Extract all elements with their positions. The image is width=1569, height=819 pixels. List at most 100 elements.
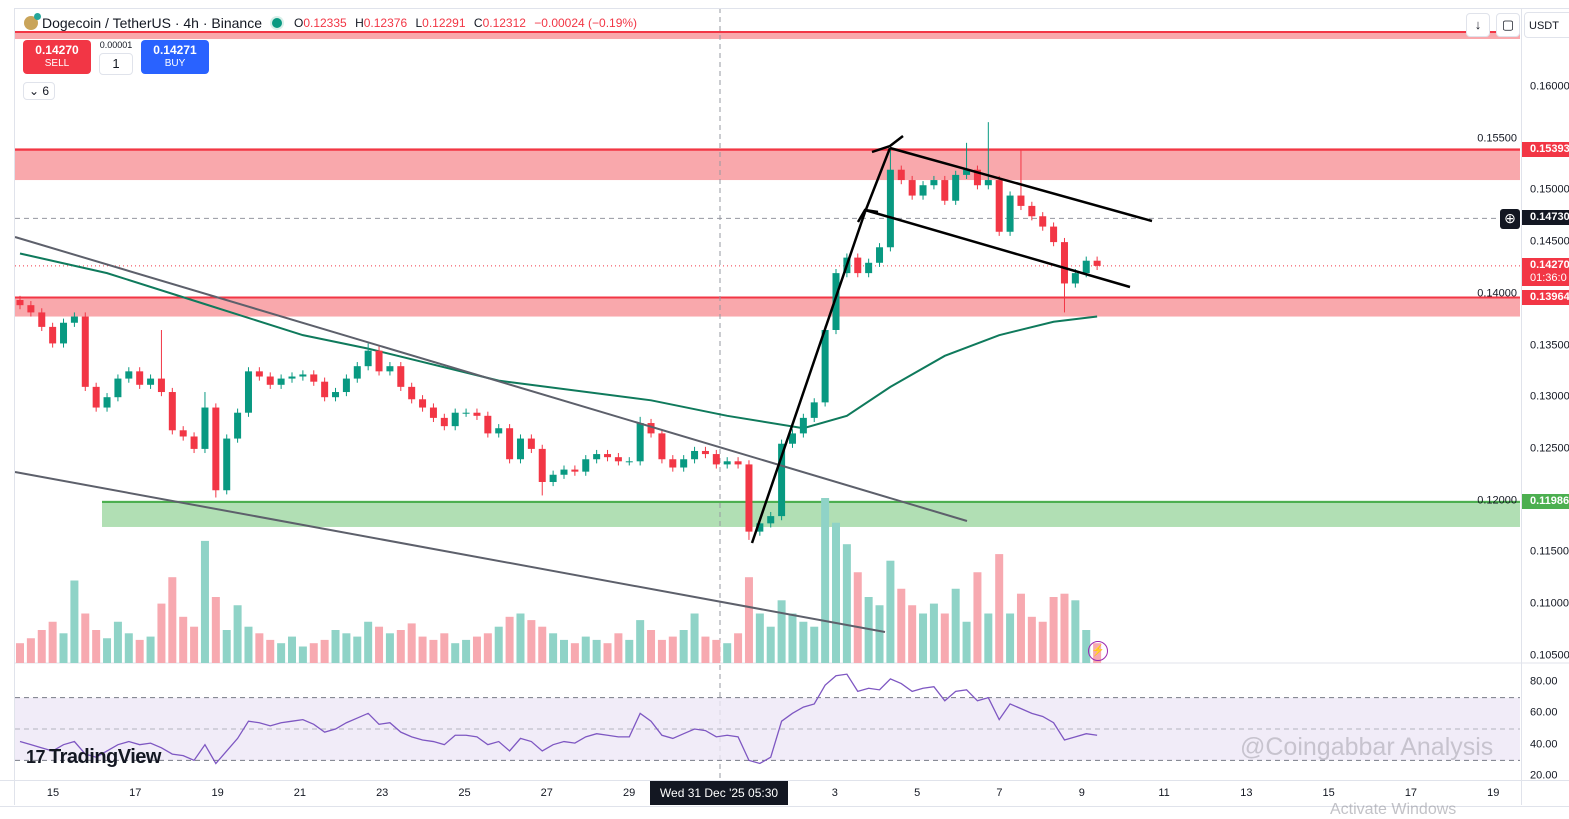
candle-body	[723, 461, 731, 465]
symbol-title[interactable]: Dogecoin / TetherUS · 4h · Binance	[42, 15, 262, 31]
candle-body	[244, 371, 252, 413]
lightning-icon[interactable]: ⚡	[1088, 641, 1108, 661]
volume-bar	[690, 613, 699, 663]
top-zone	[15, 31, 1520, 39]
flag-upper-line	[889, 146, 1153, 223]
price-tick: 0.12500	[1530, 442, 1569, 455]
volume-bar	[59, 633, 68, 663]
low-value: 0.12291	[422, 16, 466, 30]
volume-bar	[244, 626, 253, 663]
volume-bar	[951, 588, 960, 663]
candle-body	[984, 180, 992, 186]
candle-body	[604, 454, 612, 458]
volume-bar	[70, 580, 79, 663]
volume-bar	[157, 603, 166, 663]
quantity-step: 0.00001	[99, 40, 133, 50]
add-alert-plus-icon[interactable]: ⊕	[1500, 209, 1520, 229]
volume-bar	[168, 577, 177, 663]
volume-bar	[233, 605, 242, 663]
candle-body	[799, 417, 807, 434]
support-zone	[15, 296, 1520, 317]
time-tick: 11	[1158, 787, 1170, 799]
time-tick: 17	[1404, 787, 1418, 799]
candle-body	[397, 366, 405, 387]
volume-bar	[179, 616, 188, 663]
top-chrome	[0, 0, 1569, 9]
volume-bar	[266, 639, 275, 663]
candle-body	[288, 376, 296, 379]
volume-bar	[940, 613, 949, 663]
volume-bar	[744, 577, 753, 663]
trendline-drawings	[14, 135, 1153, 633]
candle-body	[190, 436, 198, 449]
fullscreen-icon[interactable]: ▢	[1496, 13, 1520, 37]
volume-bar	[973, 572, 982, 663]
volume-bar	[636, 620, 645, 663]
currency-selector[interactable]: USDT	[1524, 12, 1569, 38]
candle-body	[147, 378, 155, 385]
candle-body	[919, 185, 927, 196]
volume-bar	[538, 626, 547, 663]
candle-body	[70, 316, 78, 323]
price-axis[interactable]: 0.15393 0.14730 0.14270 01:36:0 0.13964 0.119…	[1521, 8, 1569, 805]
candle-body	[212, 407, 220, 491]
volume-bar	[1060, 593, 1069, 663]
candle-body	[876, 247, 884, 263]
price-tag-value: 0.14270	[1530, 258, 1569, 271]
candle-body	[897, 169, 905, 181]
left-toolbar	[0, 8, 15, 805]
price-tick: 0.12000	[1477, 494, 1517, 507]
candle-body	[473, 412, 481, 416]
candle-body	[440, 417, 448, 427]
candle-body	[1093, 260, 1101, 266]
candle-body	[582, 459, 590, 472]
candle-body	[516, 438, 524, 460]
price-tick: 0.15500	[1477, 132, 1517, 145]
rsi-tick: 40.00	[1530, 738, 1558, 751]
time-tick: 15	[1322, 787, 1335, 799]
sell-button[interactable]: 0.14270 SELL	[23, 40, 91, 74]
candle-body	[560, 469, 568, 475]
arrow-down-icon[interactable]: ↓	[1466, 13, 1490, 37]
price-tag-value: 0.15393	[1530, 142, 1569, 155]
logo-text: TradingView	[49, 746, 161, 768]
time-axis[interactable]: Wed 31 Dec '25 05:30 15 17 19 21 23 25 27 29 3 5 7…	[0, 780, 1569, 807]
high-label: H	[355, 16, 364, 30]
candle-body	[930, 180, 938, 186]
candle-body	[168, 392, 176, 431]
volume-bar	[462, 639, 471, 663]
candle-body	[701, 450, 709, 455]
candle-body	[342, 378, 350, 393]
volume-bar	[668, 636, 677, 663]
price-tag: 0.15393	[1522, 141, 1569, 157]
candle-body	[506, 428, 514, 460]
volume-bar	[962, 621, 971, 663]
buy-button[interactable]: 0.14271 BUY	[141, 40, 209, 74]
ohlc-values: O0.12335 H0.12376 L0.12291 C0.12312 −0.0…	[294, 16, 642, 30]
volume-bar	[908, 605, 917, 663]
candle-body	[669, 459, 677, 468]
price-tag-value: 0.13964	[1530, 290, 1569, 303]
time-tick: 9	[1078, 787, 1085, 799]
volume-bar	[298, 646, 307, 663]
volume-bar	[516, 613, 525, 663]
price-tick: 0.14000	[1477, 287, 1517, 300]
quantity-input[interactable]: 1	[99, 53, 133, 75]
activate-windows-notice: Activate Windows	[1330, 801, 1457, 818]
volume-bar	[277, 643, 286, 663]
time-tick: 19	[211, 787, 224, 799]
price-tick: 0.11000	[1530, 597, 1569, 610]
candle-body	[266, 376, 274, 385]
candle-body	[353, 366, 361, 379]
indicators-toggle[interactable]: ⌄ 6	[23, 82, 56, 100]
price-tag: 0.14730	[1522, 210, 1569, 226]
price-tag: 0.14270 01:36:0	[1522, 257, 1569, 286]
time-tick: 27	[540, 787, 553, 799]
candle-body	[1017, 195, 1025, 206]
volume-bar	[222, 630, 231, 663]
volume-bar	[810, 626, 819, 663]
candle-body	[255, 371, 263, 377]
tradingview-logo[interactable]: 17 TradingView	[26, 746, 161, 769]
volume-bar	[625, 639, 634, 663]
